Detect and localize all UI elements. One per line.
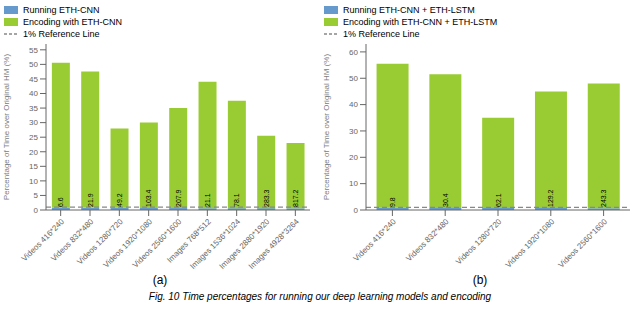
svg-text:Images 1536*1024: Images 1536*1024 <box>188 217 242 271</box>
html-text:Encoding with ETH-CNN + ETH-LS: Encoding with ETH-CNN + ETH-LSTM <box>343 17 498 27</box>
svg-text:50: 50 <box>29 60 38 69</box>
svg-text:62.1: 62.1 <box>495 193 502 207</box>
html-text:Running ETH-CNN + ETH-LSTM: Running ETH-CNN + ETH-LSTM <box>343 5 475 15</box>
svg-text:Images 768*512: Images 768*512 <box>165 217 213 265</box>
svg-text:20: 20 <box>349 153 358 162</box>
html-text:1% Reference Line: 1% Reference Line <box>343 29 420 39</box>
html-text:(a): (a) <box>152 273 168 287</box>
svg-text:243.3: 243.3 <box>600 189 607 207</box>
svg-text:45: 45 <box>29 75 38 84</box>
svg-text:Images 4928*3264: Images 4928*3264 <box>247 217 301 271</box>
svg-text:Videos 2560*1600: Videos 2560*1600 <box>131 217 184 270</box>
svg-text:Videos 1920*1080: Videos 1920*1080 <box>102 217 155 270</box>
svg-text:103.4: 103.4 <box>145 189 152 207</box>
svg-text:9.8: 9.8 <box>389 197 396 207</box>
svg-text:50: 50 <box>349 74 358 83</box>
svg-text:Videos 1920*1080: Videos 1920*1080 <box>504 217 557 270</box>
svg-text:55: 55 <box>29 46 38 55</box>
svg-text:15: 15 <box>29 162 38 171</box>
svg-text:Videos 832*480: Videos 832*480 <box>404 217 451 264</box>
svg-text:20: 20 <box>29 148 38 157</box>
svg-text:60: 60 <box>349 48 358 57</box>
svg-text:25: 25 <box>29 133 38 142</box>
svg-text:207.9: 207.9 <box>175 189 182 207</box>
svg-text:40: 40 <box>29 89 38 98</box>
svg-text:30.4: 30.4 <box>442 193 449 207</box>
svg-text:40: 40 <box>349 100 358 109</box>
svg-text:30: 30 <box>29 118 38 127</box>
html-text:1% Reference Line: 1% Reference Line <box>23 29 100 39</box>
svg-text:0: 0 <box>354 206 359 215</box>
svg-text:Percentage of Time over Origin: Percentage of Time over Original HM (%) <box>322 54 331 201</box>
svg-text:Videos 1280*720: Videos 1280*720 <box>75 217 125 267</box>
svg-text:78.1: 78.1 <box>233 193 240 207</box>
svg-text:Videos 416*240: Videos 416*240 <box>352 217 399 264</box>
svg-text:5: 5 <box>34 191 39 200</box>
svg-text:283.3: 283.3 <box>263 189 270 207</box>
svg-text:Videos 832*480: Videos 832*480 <box>49 217 96 264</box>
svg-text:21.1: 21.1 <box>204 193 211 207</box>
svg-text:817.2: 817.2 <box>292 189 299 207</box>
html-text:Encoding with ETH-CNN: Encoding with ETH-CNN <box>23 17 122 27</box>
svg-text:10: 10 <box>29 177 38 186</box>
html-text:Running ETH-CNN: Running ETH-CNN <box>23 5 100 15</box>
svg-text:0: 0 <box>34 206 39 215</box>
html-text:(b): (b) <box>472 273 488 287</box>
svg-text:Percentage of Time over Origin: Percentage of Time over Original HM (%) <box>8 54 11 201</box>
svg-text:Videos 416*240: Videos 416*240 <box>19 217 67 264</box>
svg-text:Videos 2560*1600: Videos 2560*1600 <box>557 217 610 270</box>
svg-text:Videos 1280*720: Videos 1280*720 <box>454 217 504 267</box>
svg-text:21.9: 21.9 <box>87 193 94 207</box>
svg-text:49.2: 49.2 <box>116 193 123 207</box>
svg-text:35: 35 <box>29 104 38 113</box>
svg-text:Images 2880*1920: Images 2880*1920 <box>218 217 272 271</box>
svg-text:30: 30 <box>349 127 358 136</box>
svg-text:10: 10 <box>349 179 358 188</box>
svg-text:6.6: 6.6 <box>57 197 64 207</box>
html-text:Fig. 10 Time percentages for r: Fig. 10 Time percentages for running our… <box>148 291 492 302</box>
svg-text:129.2: 129.2 <box>547 189 554 207</box>
